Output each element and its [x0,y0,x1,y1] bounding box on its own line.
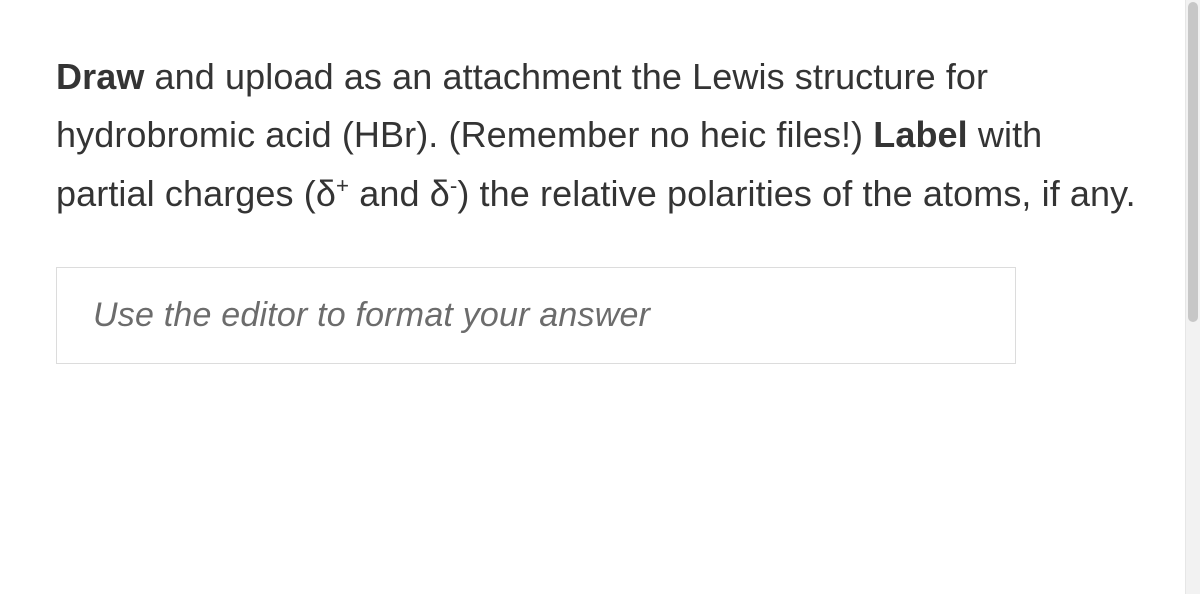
prompt-text-1: and upload as an attachment the Lewis st… [56,56,988,155]
question-prompt: Draw and upload as an attachment the Lew… [56,48,1144,223]
prompt-text-3: and [349,173,430,214]
scrollbar-track[interactable] [1185,0,1200,594]
delta-plus-exp: + [336,173,349,198]
delta-plus-base: δ [316,173,336,214]
prompt-bold-label: Label [873,114,968,155]
answer-editor[interactable]: Use the editor to format your answer [56,267,1016,364]
delta-minus-exp: - [450,173,458,198]
delta-minus-base: δ [430,173,450,214]
prompt-bold-draw: Draw [56,56,144,97]
scrollbar-thumb[interactable] [1188,2,1198,322]
question-page: Draw and upload as an attachment the Lew… [0,0,1200,594]
prompt-text-4: ) the relative polarities of the atoms, … [457,173,1135,214]
editor-placeholder: Use the editor to format your answer [93,296,650,334]
